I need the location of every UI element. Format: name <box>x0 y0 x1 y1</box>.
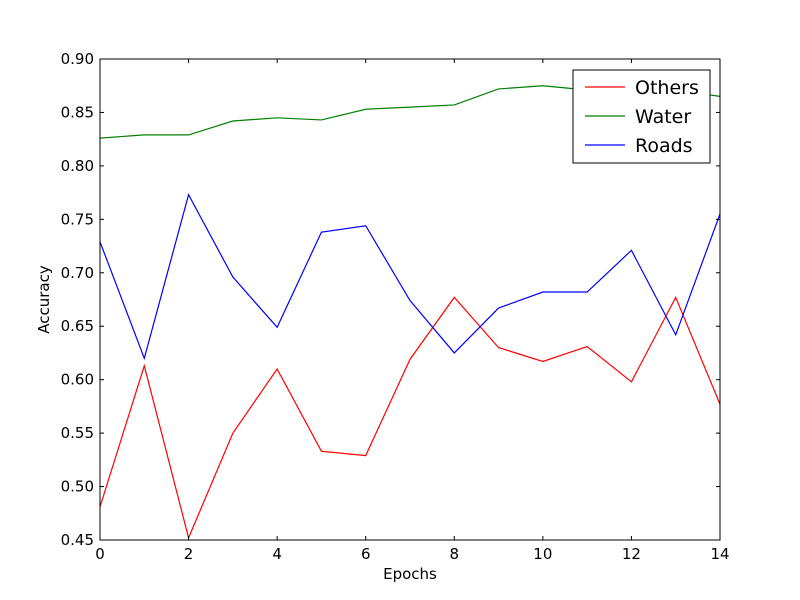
y-tick-label: 0.45 <box>61 531 94 549</box>
x-tick-label: 14 <box>710 545 729 563</box>
x-axis-label: Epochs <box>383 565 437 583</box>
y-tick-label: 0.85 <box>61 103 94 121</box>
x-tick-label: 2 <box>184 545 194 563</box>
x-tick-label: 10 <box>533 545 552 563</box>
legend: Others Water Roads <box>572 69 711 164</box>
legend-label-water: Water <box>635 106 691 128</box>
legend-label-roads: Roads <box>635 135 693 157</box>
y-tick-label: 0.90 <box>61 50 94 68</box>
axes-frame <box>99 58 721 541</box>
x-tick-label: 8 <box>450 545 460 563</box>
y-tick-label: 0.65 <box>61 317 94 335</box>
x-tick-label: 4 <box>272 545 282 563</box>
y-axis-label: Accuracy <box>35 265 53 334</box>
y-tick-label: 0.60 <box>61 371 94 389</box>
x-tick-label: 6 <box>361 545 371 563</box>
y-tick-label: 0.75 <box>61 210 94 228</box>
y-tick-label: 0.70 <box>61 264 94 282</box>
y-tick-label: 0.50 <box>61 478 94 496</box>
x-tick-label: 12 <box>622 545 641 563</box>
x-tick-label: 0 <box>95 545 105 563</box>
y-tick-label: 0.80 <box>61 157 94 175</box>
y-tick-label: 0.55 <box>61 424 94 442</box>
legend-label-others: Others <box>635 77 699 99</box>
